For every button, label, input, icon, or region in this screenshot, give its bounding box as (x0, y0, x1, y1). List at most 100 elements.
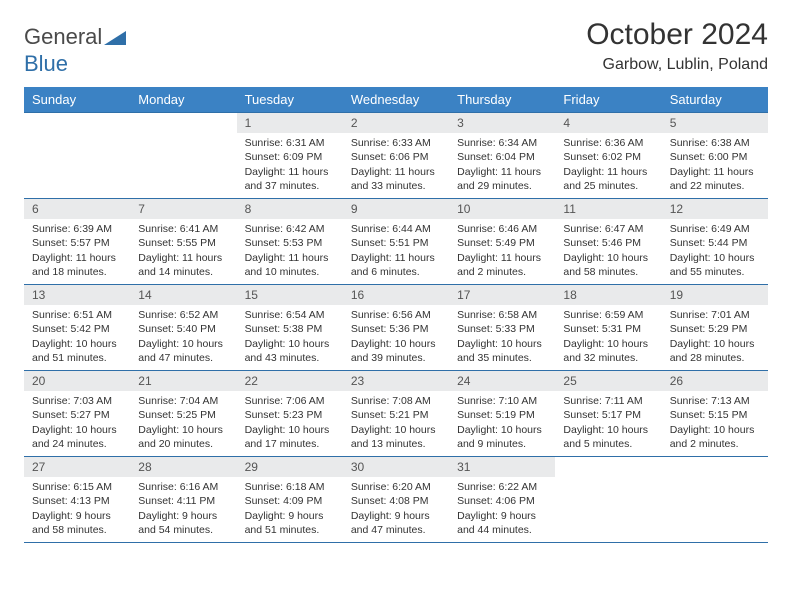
day-content: Sunrise: 6:51 AMSunset: 5:42 PMDaylight:… (24, 305, 130, 369)
sunrise-text: Sunrise: 6:16 AM (138, 480, 228, 494)
calendar-cell: 22Sunrise: 7:06 AMSunset: 5:23 PMDayligh… (237, 371, 343, 457)
day-number: 29 (237, 457, 343, 477)
sunrise-text: Sunrise: 6:34 AM (457, 136, 547, 150)
sunrise-text: Sunrise: 7:06 AM (245, 394, 335, 408)
sunset-text: Sunset: 5:15 PM (670, 408, 760, 422)
logo-part2: Blue (24, 51, 68, 76)
daylight-text: Daylight: 11 hours and 37 minutes. (245, 165, 335, 193)
sunrise-text: Sunrise: 6:33 AM (351, 136, 441, 150)
logo-triangle-icon (104, 25, 126, 51)
daylight-text: Daylight: 10 hours and 17 minutes. (245, 423, 335, 451)
calendar-cell: 10Sunrise: 6:46 AMSunset: 5:49 PMDayligh… (449, 199, 555, 285)
day-content: Sunrise: 6:46 AMSunset: 5:49 PMDaylight:… (449, 219, 555, 283)
daylight-text: Daylight: 9 hours and 58 minutes. (32, 509, 122, 537)
calendar-cell: 23Sunrise: 7:08 AMSunset: 5:21 PMDayligh… (343, 371, 449, 457)
sunset-text: Sunset: 4:08 PM (351, 494, 441, 508)
sunset-text: Sunset: 6:04 PM (457, 150, 547, 164)
sunset-text: Sunset: 5:33 PM (457, 322, 547, 336)
calendar-cell: 15Sunrise: 6:54 AMSunset: 5:38 PMDayligh… (237, 285, 343, 371)
calendar-cell: 11Sunrise: 6:47 AMSunset: 5:46 PMDayligh… (555, 199, 661, 285)
calendar-cell: 16Sunrise: 6:56 AMSunset: 5:36 PMDayligh… (343, 285, 449, 371)
sunrise-text: Sunrise: 6:38 AM (670, 136, 760, 150)
sunset-text: Sunset: 6:02 PM (563, 150, 653, 164)
day-number: 16 (343, 285, 449, 305)
calendar-cell (24, 113, 130, 199)
sunset-text: Sunset: 5:57 PM (32, 236, 122, 250)
day-content: Sunrise: 6:39 AMSunset: 5:57 PMDaylight:… (24, 219, 130, 283)
day-content: Sunrise: 6:38 AMSunset: 6:00 PMDaylight:… (662, 133, 768, 197)
sunset-text: Sunset: 4:13 PM (32, 494, 122, 508)
calendar-cell: 20Sunrise: 7:03 AMSunset: 5:27 PMDayligh… (24, 371, 130, 457)
weekday-header: Tuesday (237, 87, 343, 113)
daylight-text: Daylight: 11 hours and 18 minutes. (32, 251, 122, 279)
sunrise-text: Sunrise: 6:20 AM (351, 480, 441, 494)
day-number: 1 (237, 113, 343, 133)
day-number: 23 (343, 371, 449, 391)
calendar-row: 27Sunrise: 6:15 AMSunset: 4:13 PMDayligh… (24, 457, 768, 543)
sunset-text: Sunset: 5:21 PM (351, 408, 441, 422)
sunset-text: Sunset: 5:36 PM (351, 322, 441, 336)
day-number: 21 (130, 371, 236, 391)
day-number: 3 (449, 113, 555, 133)
daylight-text: Daylight: 11 hours and 22 minutes. (670, 165, 760, 193)
sunset-text: Sunset: 5:31 PM (563, 322, 653, 336)
day-content: Sunrise: 6:18 AMSunset: 4:09 PMDaylight:… (237, 477, 343, 541)
sunset-text: Sunset: 5:19 PM (457, 408, 547, 422)
day-number: 25 (555, 371, 661, 391)
weekday-header: Saturday (662, 87, 768, 113)
day-number: 18 (555, 285, 661, 305)
daylight-text: Daylight: 10 hours and 58 minutes. (563, 251, 653, 279)
daylight-text: Daylight: 11 hours and 33 minutes. (351, 165, 441, 193)
sunrise-text: Sunrise: 6:59 AM (563, 308, 653, 322)
calendar-cell: 24Sunrise: 7:10 AMSunset: 5:19 PMDayligh… (449, 371, 555, 457)
sunset-text: Sunset: 5:53 PM (245, 236, 335, 250)
sunset-text: Sunset: 6:06 PM (351, 150, 441, 164)
day-number: 15 (237, 285, 343, 305)
day-number: 22 (237, 371, 343, 391)
day-content: Sunrise: 7:01 AMSunset: 5:29 PMDaylight:… (662, 305, 768, 369)
calendar-table: SundayMondayTuesdayWednesdayThursdayFrid… (24, 87, 768, 543)
sunrise-text: Sunrise: 6:18 AM (245, 480, 335, 494)
calendar-cell: 14Sunrise: 6:52 AMSunset: 5:40 PMDayligh… (130, 285, 236, 371)
sunset-text: Sunset: 5:42 PM (32, 322, 122, 336)
daylight-text: Daylight: 11 hours and 14 minutes. (138, 251, 228, 279)
sunrise-text: Sunrise: 6:54 AM (245, 308, 335, 322)
sunset-text: Sunset: 5:46 PM (563, 236, 653, 250)
daylight-text: Daylight: 10 hours and 28 minutes. (670, 337, 760, 365)
calendar-cell: 17Sunrise: 6:58 AMSunset: 5:33 PMDayligh… (449, 285, 555, 371)
day-number: 19 (662, 285, 768, 305)
page-title: October 2024 (586, 18, 768, 52)
sunrise-text: Sunrise: 6:22 AM (457, 480, 547, 494)
daylight-text: Daylight: 11 hours and 6 minutes. (351, 251, 441, 279)
daylight-text: Daylight: 10 hours and 24 minutes. (32, 423, 122, 451)
sunrise-text: Sunrise: 7:13 AM (670, 394, 760, 408)
day-number: 7 (130, 199, 236, 219)
sunset-text: Sunset: 5:25 PM (138, 408, 228, 422)
day-content: Sunrise: 6:59 AMSunset: 5:31 PMDaylight:… (555, 305, 661, 369)
day-content: Sunrise: 6:49 AMSunset: 5:44 PMDaylight:… (662, 219, 768, 283)
day-content: Sunrise: 6:56 AMSunset: 5:36 PMDaylight:… (343, 305, 449, 369)
weekday-header: Monday (130, 87, 236, 113)
calendar-cell: 5Sunrise: 6:38 AMSunset: 6:00 PMDaylight… (662, 113, 768, 199)
day-number: 11 (555, 199, 661, 219)
sunrise-text: Sunrise: 7:10 AM (457, 394, 547, 408)
sunrise-text: Sunrise: 6:39 AM (32, 222, 122, 236)
sunrise-text: Sunrise: 6:42 AM (245, 222, 335, 236)
sunset-text: Sunset: 5:27 PM (32, 408, 122, 422)
daylight-text: Daylight: 11 hours and 10 minutes. (245, 251, 335, 279)
weekday-header: Thursday (449, 87, 555, 113)
day-content: Sunrise: 6:31 AMSunset: 6:09 PMDaylight:… (237, 133, 343, 197)
calendar-cell: 2Sunrise: 6:33 AMSunset: 6:06 PMDaylight… (343, 113, 449, 199)
day-content: Sunrise: 6:41 AMSunset: 5:55 PMDaylight:… (130, 219, 236, 283)
calendar-body: 1Sunrise: 6:31 AMSunset: 6:09 PMDaylight… (24, 113, 768, 543)
header: GeneralBlue October 2024 Garbow, Lublin,… (24, 18, 768, 77)
day-number: 26 (662, 371, 768, 391)
logo-text: GeneralBlue (24, 24, 126, 77)
daylight-text: Daylight: 10 hours and 51 minutes. (32, 337, 122, 365)
day-number: 9 (343, 199, 449, 219)
weekday-header: Sunday (24, 87, 130, 113)
sunset-text: Sunset: 5:38 PM (245, 322, 335, 336)
daylight-text: Daylight: 11 hours and 2 minutes. (457, 251, 547, 279)
calendar-cell: 26Sunrise: 7:13 AMSunset: 5:15 PMDayligh… (662, 371, 768, 457)
daylight-text: Daylight: 10 hours and 13 minutes. (351, 423, 441, 451)
